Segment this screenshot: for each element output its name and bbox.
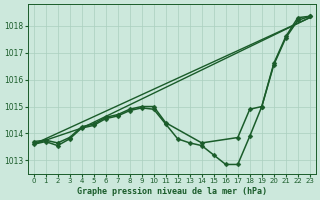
X-axis label: Graphe pression niveau de la mer (hPa): Graphe pression niveau de la mer (hPa) [77, 187, 267, 196]
